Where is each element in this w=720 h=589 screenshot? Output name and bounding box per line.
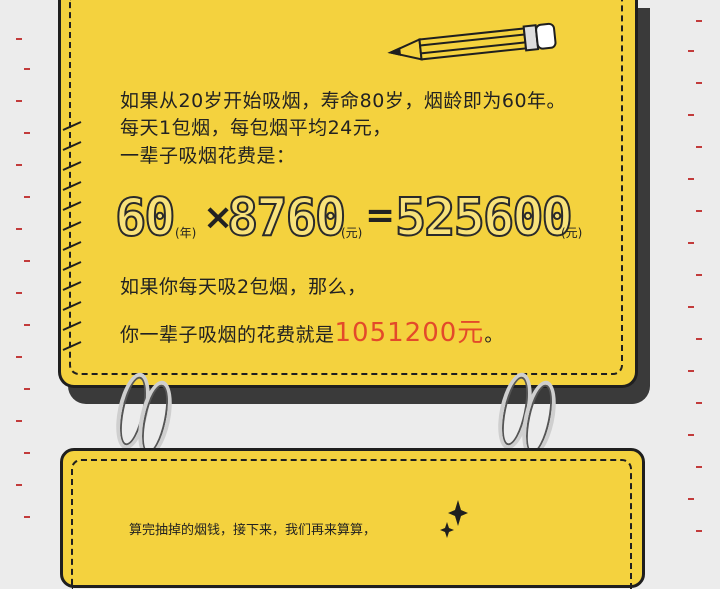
equation-yearly-unit: (元) — [341, 226, 363, 240]
left-decorative-dashes — [12, 0, 42, 555]
equals-sign: = — [365, 195, 396, 236]
equation-yearly-cost: 8760 — [226, 188, 347, 248]
equation-total-unit: (元) — [561, 226, 583, 240]
hatch-decoration — [62, 121, 82, 351]
card2-dashed-border — [71, 459, 632, 589]
notebook-card — [58, 0, 638, 388]
intro-line-1: 如果从20岁开始吸烟，寿命80岁，烟龄即为60年。 — [120, 90, 567, 112]
total-cost-prefix: 你一辈子吸烟的花费就是 — [120, 324, 335, 346]
intro-line-2: 每天1包烟，每包烟平均24元， — [120, 117, 392, 139]
two-packs-line: 如果你每天吸2包烟，那么， — [120, 276, 367, 298]
total-cost-line: 你一辈子吸烟的花费就是1051200元。 — [120, 312, 504, 349]
card2-text: 算完抽掉的烟钱，接下来，我们再来算算， — [129, 523, 377, 538]
multiply-sign: × — [203, 197, 234, 238]
equation-total: 525600 — [394, 188, 574, 248]
right-decorative-dashes — [686, 0, 716, 555]
second-notebook-card: 算完抽掉的烟钱，接下来，我们再来算算， — [60, 448, 645, 589]
sparkle-icon — [440, 500, 468, 538]
total-cost-highlight: 1051200元 — [334, 318, 485, 348]
total-cost-suffix: 。 — [484, 324, 504, 346]
equation-years-unit: (年) — [175, 226, 197, 240]
intro-line-3: 一辈子吸烟花费是： — [120, 145, 296, 167]
equation-years: 60 — [114, 188, 177, 248]
pencil-icon — [387, 22, 557, 61]
